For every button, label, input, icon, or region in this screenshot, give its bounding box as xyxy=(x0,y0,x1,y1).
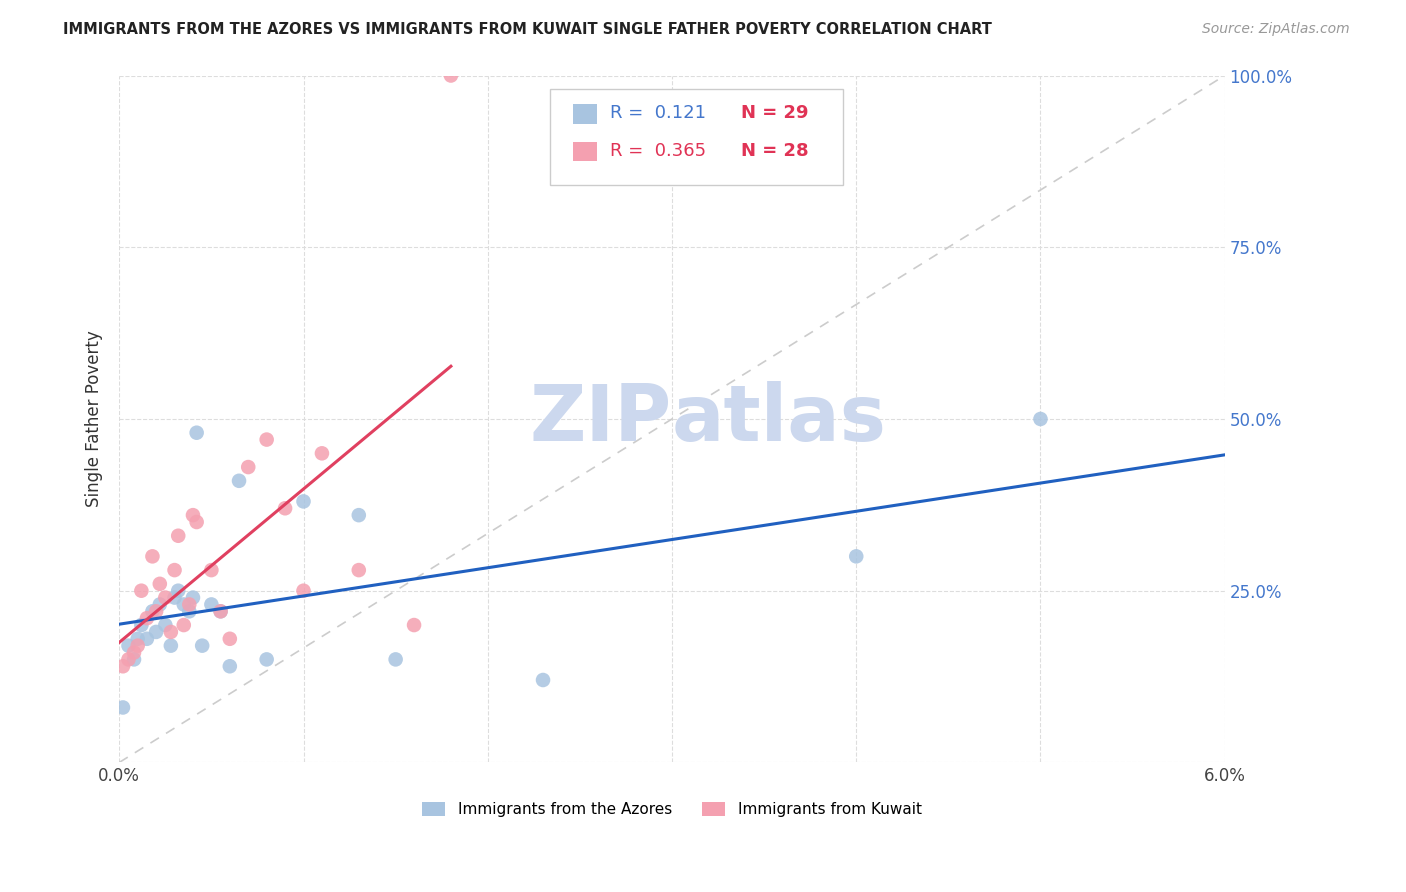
Text: Source: ZipAtlas.com: Source: ZipAtlas.com xyxy=(1202,22,1350,37)
Point xyxy=(218,632,240,646)
Point xyxy=(191,639,214,653)
FancyBboxPatch shape xyxy=(572,104,596,124)
Point xyxy=(238,460,260,475)
Point xyxy=(160,624,183,639)
Point xyxy=(145,624,167,639)
Point xyxy=(173,598,195,612)
Point xyxy=(384,652,406,666)
Point xyxy=(127,639,149,653)
Point xyxy=(292,583,315,598)
Point xyxy=(149,598,172,612)
Point xyxy=(155,591,177,605)
Point xyxy=(209,604,232,618)
Point xyxy=(186,425,208,440)
FancyBboxPatch shape xyxy=(550,89,844,186)
Point xyxy=(402,618,425,632)
Text: N = 28: N = 28 xyxy=(741,142,808,160)
Point xyxy=(167,529,190,543)
Point xyxy=(111,659,134,673)
Point xyxy=(122,652,145,666)
Point xyxy=(181,591,204,605)
Point xyxy=(256,433,278,447)
Point xyxy=(228,474,250,488)
Point xyxy=(292,494,315,508)
Point xyxy=(440,69,463,83)
Point xyxy=(845,549,868,564)
Point xyxy=(274,501,297,516)
Point xyxy=(200,563,222,577)
Point xyxy=(163,563,186,577)
Point xyxy=(1029,412,1052,426)
Point xyxy=(173,618,195,632)
Text: IMMIGRANTS FROM THE AZORES VS IMMIGRANTS FROM KUWAIT SINGLE FATHER POVERTY CORRE: IMMIGRANTS FROM THE AZORES VS IMMIGRANTS… xyxy=(63,22,993,37)
Point xyxy=(256,652,278,666)
Point xyxy=(141,549,163,564)
Point xyxy=(117,639,139,653)
Point xyxy=(179,604,201,618)
Point xyxy=(218,659,240,673)
Point xyxy=(160,639,183,653)
Point xyxy=(186,515,208,529)
Point xyxy=(135,632,157,646)
Point xyxy=(149,577,172,591)
Point xyxy=(127,632,149,646)
Point xyxy=(141,604,163,618)
Point xyxy=(200,598,222,612)
Point xyxy=(155,618,177,632)
Point xyxy=(209,604,232,618)
Text: R =  0.121: R = 0.121 xyxy=(610,104,706,122)
Text: N = 29: N = 29 xyxy=(741,104,808,122)
Point xyxy=(179,598,201,612)
FancyBboxPatch shape xyxy=(572,142,596,161)
Point xyxy=(181,508,204,523)
Point xyxy=(167,583,190,598)
Point xyxy=(135,611,157,625)
Point xyxy=(131,583,153,598)
Y-axis label: Single Father Poverty: Single Father Poverty xyxy=(86,331,103,508)
Text: ZIP: ZIP xyxy=(530,381,672,457)
Point xyxy=(117,652,139,666)
Text: R =  0.365: R = 0.365 xyxy=(610,142,706,160)
Point xyxy=(131,618,153,632)
Point xyxy=(163,591,186,605)
Point xyxy=(122,646,145,660)
Point xyxy=(311,446,333,460)
Text: atlas: atlas xyxy=(672,381,887,457)
Point xyxy=(531,673,554,687)
Point xyxy=(347,508,370,523)
Point xyxy=(347,563,370,577)
Legend: Immigrants from the Azores, Immigrants from Kuwait: Immigrants from the Azores, Immigrants f… xyxy=(416,797,928,823)
Point xyxy=(111,700,134,714)
Point xyxy=(145,604,167,618)
